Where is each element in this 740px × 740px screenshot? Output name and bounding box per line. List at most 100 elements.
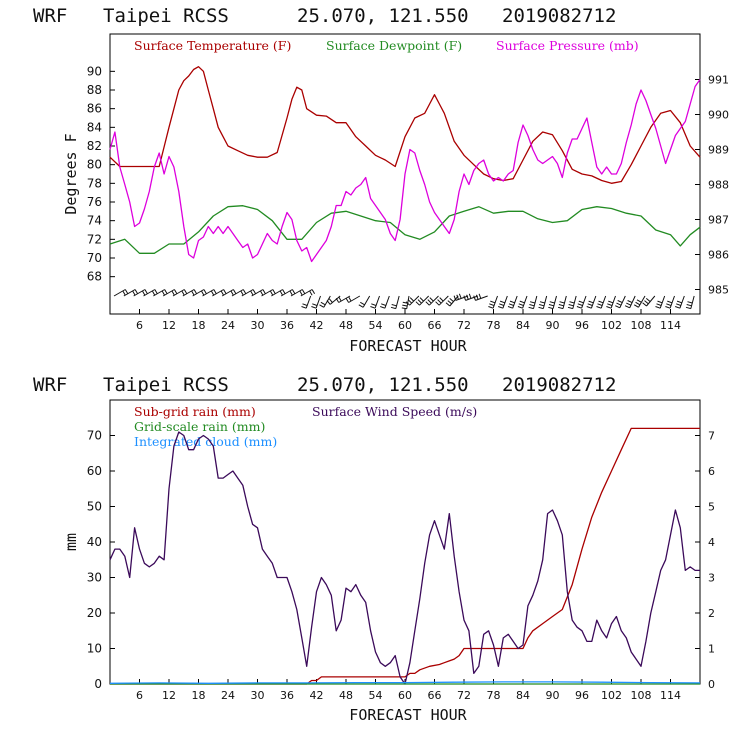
wind-barb-feather	[181, 290, 185, 296]
wind-barb-staff	[182, 289, 195, 297]
wind-barb-feather	[358, 304, 364, 308]
wind-barb-staff	[533, 295, 538, 309]
wind-barb-feather	[539, 304, 545, 307]
wind-barb-feather	[370, 306, 376, 309]
wind-barb-feather	[529, 304, 535, 307]
wind-barb-feather	[666, 303, 672, 306]
panel1-x-axis: 6 12 18 24 30 36 42 48 54 60 66 72 78 84 90 96 102 108 114	[136, 309, 681, 332]
wind-barb	[335, 295, 351, 303]
x-tick-label: 54	[369, 689, 383, 702]
wind-barb-staff	[362, 295, 371, 308]
wind-barb	[345, 295, 361, 303]
series-line-sub-grid-rain-mm	[110, 427, 700, 685]
wind-barb-staff	[113, 289, 126, 297]
x-tick-label: 72	[457, 689, 471, 702]
y-right-tick-label: 0	[708, 678, 715, 691]
wind-barb	[453, 293, 469, 301]
x-tick-label: 60	[398, 689, 412, 702]
wind-barb-feather	[272, 289, 276, 295]
series-line-surface-pressure-mb	[109, 79, 701, 263]
wind-barb-staff	[638, 295, 646, 308]
wind-barb	[212, 289, 227, 297]
wind-barb-staff	[629, 295, 636, 309]
wind-barb-staff	[202, 289, 215, 297]
y-left-tick-label: 90	[87, 64, 102, 78]
wind-barb-staff	[133, 289, 146, 297]
x-tick-label: 6	[136, 319, 143, 332]
wind-barb-feather	[437, 299, 442, 304]
wind-barb-feather	[338, 296, 342, 302]
wind-barb-feather	[607, 303, 613, 306]
y-right-tick-label: 1	[708, 643, 715, 656]
wind-barb-feather	[240, 290, 244, 296]
wind-barb-feather	[299, 290, 303, 296]
wind-barb	[290, 289, 306, 297]
wind-barb-feather	[164, 289, 168, 295]
wind-barb-feather	[447, 300, 452, 305]
wind-barb	[192, 289, 207, 297]
x-tick-label: 18	[192, 689, 206, 702]
wind-barb	[445, 295, 459, 307]
x-tick-label: 108	[631, 319, 652, 332]
wind-barb-feather	[193, 289, 198, 295]
x-tick-label: 114	[660, 689, 681, 702]
wind-barb-feather	[401, 307, 407, 310]
wind-barb-staff	[251, 289, 264, 297]
wind-barb	[221, 289, 237, 297]
wind-barb-feather	[499, 303, 505, 306]
wind-barb-staff	[502, 295, 508, 309]
legend-surface-dewpoint: Surface Dewpoint (F)	[326, 38, 462, 53]
wind-barb	[405, 295, 420, 306]
wind-barb-staff	[153, 289, 165, 297]
wind-barb-staff	[419, 295, 430, 306]
wind-barb-feather	[616, 302, 622, 306]
panel1-model: WRF	[33, 5, 67, 27]
wind-barb-feather	[262, 289, 266, 295]
y-left-tick-label: 82	[87, 139, 102, 153]
wind-barb-feather	[578, 300, 584, 304]
wind-barb-staff	[590, 295, 597, 309]
y-right-tick-label: 988	[708, 179, 729, 192]
wind-barb-feather	[587, 303, 593, 306]
panel2-model: WRF	[33, 374, 67, 396]
wind-barb-staff	[512, 295, 518, 309]
wind-barb	[251, 289, 266, 297]
wind-barb-feather	[301, 289, 306, 295]
wind-barb-feather	[311, 289, 316, 295]
y-left-tick-label: 0	[94, 677, 102, 691]
wind-barb-staff	[143, 289, 156, 297]
wind-barb	[548, 295, 557, 310]
x-tick-label: 102	[601, 319, 622, 332]
y-right-tick-label: 991	[708, 74, 729, 87]
panel1-y-label: Degrees F	[62, 133, 80, 214]
wind-barb-feather	[507, 306, 513, 309]
panel2-x-axis: 6 12 18 24 30 36 42 48 54 60 66 72 78 84 90 96 102 108 114	[136, 679, 681, 702]
wind-barb-feather	[320, 301, 326, 306]
wind-barb-staff	[581, 295, 587, 309]
legend-sub-grid-rain: Sub-grid rain (mm)	[134, 404, 256, 419]
x-tick-label: 6	[136, 689, 143, 702]
wind-barb	[241, 289, 257, 297]
x-tick-label: 84	[516, 689, 530, 702]
x-tick-label: 96	[575, 689, 589, 702]
wind-barb-staff	[172, 289, 185, 297]
wind-barb-feather	[567, 306, 573, 310]
wind-barb-feather	[627, 300, 633, 304]
wind-barb-feather	[539, 301, 545, 304]
wind-barb	[586, 295, 597, 309]
legend-surface-temperature: Surface Temperature (F)	[134, 38, 291, 53]
wind-barb-feather	[425, 301, 430, 306]
wind-barb-feather	[282, 289, 286, 295]
wind-barb-feather	[230, 290, 234, 296]
y-right-tick-label: 2	[708, 607, 715, 620]
wind-barb-feather	[456, 294, 459, 300]
panel1-wind-barbs	[113, 289, 695, 310]
wind-barb-feather	[242, 289, 247, 295]
wind-barb-feather	[405, 301, 410, 306]
legend-surface-pressure: Surface Pressure (mb)	[496, 38, 639, 53]
x-tick-label: 96	[575, 319, 589, 332]
wind-barb-feather	[517, 306, 523, 309]
wind-barb-feather	[528, 306, 534, 310]
wind-barb-staff	[646, 295, 656, 307]
wind-barb-staff	[323, 295, 331, 308]
